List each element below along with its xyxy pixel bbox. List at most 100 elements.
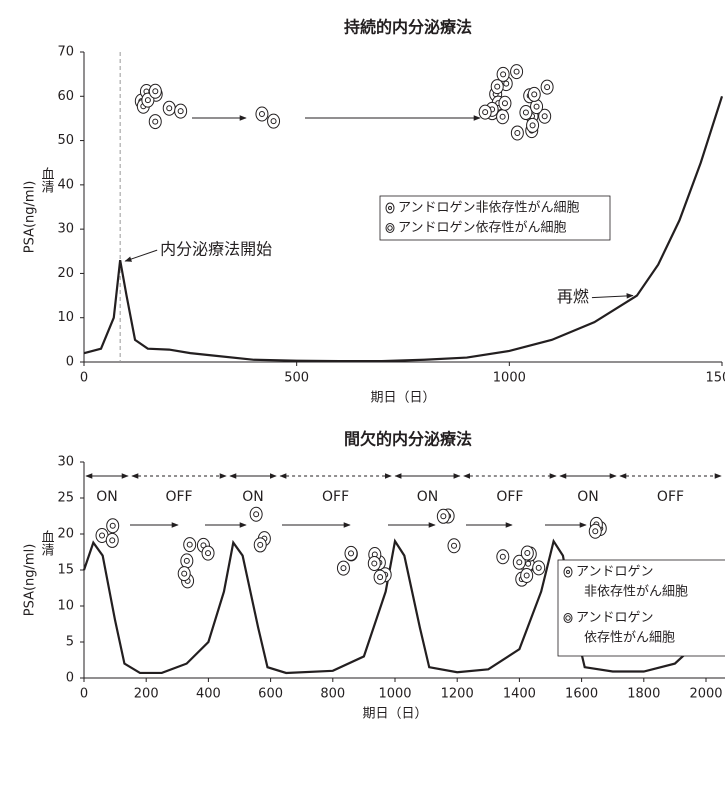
y-tick-label: 5 <box>66 635 74 650</box>
y-tick-label: 0 <box>66 355 74 370</box>
phase-label: OFF <box>165 489 192 505</box>
cell <box>510 64 524 80</box>
cell-nucleus <box>499 113 506 120</box>
cell-nucleus <box>494 83 501 90</box>
x-tick-label: 200 <box>134 687 159 702</box>
cell-nucleus <box>592 528 599 535</box>
cell-nucleus <box>181 570 188 577</box>
cell-nucleus <box>109 537 116 544</box>
y-tick-label: 40 <box>57 177 74 192</box>
phase-label: OFF <box>322 489 349 505</box>
x-tick-label: 400 <box>196 687 221 702</box>
cell <box>253 537 267 553</box>
cell-nucleus <box>371 560 378 567</box>
legend-icon <box>563 566 573 578</box>
y-tick-label: 10 <box>57 310 74 325</box>
y-tick-label: 30 <box>57 222 74 237</box>
y-axis-note: 血清 <box>39 530 55 556</box>
y-tick-label: 25 <box>57 491 74 506</box>
cell-nucleus <box>541 113 548 120</box>
cell-nucleus <box>503 80 510 87</box>
x-tick-label: 800 <box>320 687 345 702</box>
cell <box>540 79 554 95</box>
y-axis-label: PSA(ng/ml) <box>23 544 38 617</box>
cell-nucleus <box>544 84 551 91</box>
cell <box>148 114 162 130</box>
annotation-arrow <box>124 249 158 262</box>
phase-label: ON <box>96 489 118 505</box>
cell-nucleus <box>531 91 538 98</box>
legend-icon <box>563 613 573 623</box>
cell <box>496 66 510 82</box>
x-axis-label: 期日（日） <box>370 391 435 406</box>
y-tick-label: 20 <box>57 527 74 542</box>
cell-nucleus <box>348 550 355 557</box>
y-tick-label: 0 <box>66 671 74 686</box>
cell-nucleus <box>152 118 159 125</box>
cell-nucleus <box>514 129 521 136</box>
cell <box>498 95 512 111</box>
cell-nucleus <box>500 71 507 78</box>
cell-nucleus <box>440 513 447 520</box>
cell-nucleus <box>258 110 265 117</box>
cell <box>520 545 534 561</box>
cell <box>201 545 215 561</box>
x-tick-label: 0 <box>80 687 88 702</box>
x-tick-label: 1400 <box>503 687 536 702</box>
y-axis-note: 血清 <box>39 167 55 193</box>
cell-nucleus <box>524 550 531 557</box>
x-tick-label: 2000 <box>689 687 722 702</box>
cell <box>588 523 602 539</box>
legend-label: アンドロゲン依存性がん細胞 <box>398 221 566 236</box>
annotation: 内分泌療法開始 <box>160 240 272 259</box>
cell-nucleus <box>499 553 506 560</box>
x-tick-label: 1000 <box>493 371 526 386</box>
cell <box>496 549 510 565</box>
cell <box>183 537 197 553</box>
cell <box>162 100 176 116</box>
y-tick-label: 60 <box>57 89 74 104</box>
cell-nucleus <box>257 541 264 548</box>
cell <box>373 569 387 585</box>
phase-label: OFF <box>657 489 684 505</box>
cell <box>344 545 358 561</box>
cell <box>532 560 546 576</box>
cell <box>436 508 450 524</box>
cell <box>526 117 540 133</box>
legend-icon-inner <box>387 225 393 231</box>
chart-title: 間欠的内分泌療法 <box>344 430 472 449</box>
y-tick-label: 20 <box>57 266 74 281</box>
cell-nucleus <box>340 565 347 572</box>
legend-icon-inner <box>388 206 392 210</box>
chart-title: 持続的内分泌療法 <box>344 18 472 37</box>
cell-nucleus <box>99 532 106 539</box>
cell-nucleus <box>183 557 190 564</box>
cell-nucleus <box>109 522 116 529</box>
legend-label: 依存性がん細胞 <box>584 631 675 646</box>
x-axis-label: 期日（日） <box>362 707 427 722</box>
cell-nucleus <box>523 572 530 579</box>
x-tick-label: 1200 <box>441 687 474 702</box>
cell <box>520 567 534 583</box>
legend-label: アンドロゲン <box>576 611 653 626</box>
cell <box>478 104 492 120</box>
cell-nucleus <box>522 109 529 116</box>
legend-icon-inner <box>566 570 570 574</box>
cell-nucleus <box>186 541 193 548</box>
phase-label: ON <box>417 489 439 505</box>
cell-nucleus <box>253 511 260 518</box>
x-tick-label: 0 <box>80 371 88 386</box>
cell-nucleus <box>513 68 520 75</box>
cell <box>249 506 263 522</box>
cell <box>496 109 510 125</box>
y-tick-label: 15 <box>57 563 74 578</box>
y-tick-label: 30 <box>57 455 74 470</box>
cell-nucleus <box>270 118 277 125</box>
cell-nucleus <box>177 108 184 115</box>
x-tick-label: 500 <box>284 371 309 386</box>
legend-box <box>379 195 611 241</box>
cell <box>519 105 533 121</box>
cell-nucleus <box>205 550 212 557</box>
